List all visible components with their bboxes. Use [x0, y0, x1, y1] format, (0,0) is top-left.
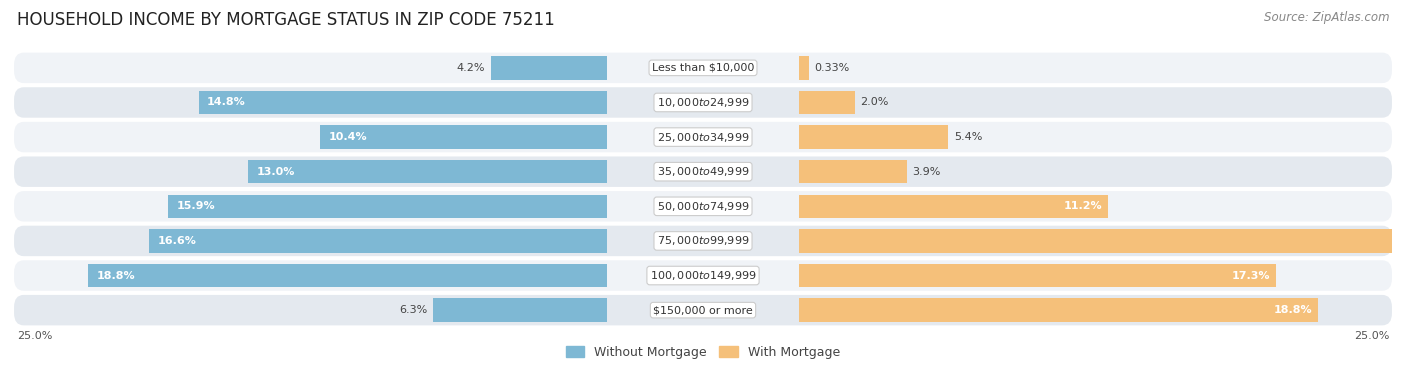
Text: HOUSEHOLD INCOME BY MORTGAGE STATUS IN ZIP CODE 75211: HOUSEHOLD INCOME BY MORTGAGE STATUS IN Z… [17, 11, 554, 29]
Text: 25.0%: 25.0% [1354, 331, 1389, 341]
FancyBboxPatch shape [14, 122, 1392, 152]
Bar [800, 264, 1277, 287]
Text: $25,000 to $34,999: $25,000 to $34,999 [657, 130, 749, 144]
Bar [800, 195, 1108, 218]
Text: 6.3%: 6.3% [399, 305, 427, 315]
Legend: Without Mortgage, With Mortgage: Without Mortgage, With Mortgage [561, 341, 845, 364]
FancyBboxPatch shape [14, 226, 1392, 256]
Text: 25.0%: 25.0% [17, 331, 52, 341]
Text: Source: ZipAtlas.com: Source: ZipAtlas.com [1264, 11, 1389, 24]
Text: 18.8%: 18.8% [97, 271, 135, 280]
FancyBboxPatch shape [14, 260, 1392, 291]
Text: 17.3%: 17.3% [1232, 271, 1271, 280]
FancyBboxPatch shape [14, 156, 1392, 187]
Bar [149, 229, 606, 253]
Text: $50,000 to $74,999: $50,000 to $74,999 [657, 200, 749, 213]
Text: $75,000 to $99,999: $75,000 to $99,999 [657, 234, 749, 248]
FancyBboxPatch shape [14, 87, 1392, 118]
Text: Less than $10,000: Less than $10,000 [652, 63, 754, 73]
Text: 16.6%: 16.6% [157, 236, 197, 246]
Bar [321, 125, 606, 149]
FancyBboxPatch shape [14, 53, 1392, 83]
Bar [800, 56, 808, 80]
Text: 2.0%: 2.0% [860, 98, 889, 107]
Bar [800, 91, 855, 114]
Text: $150,000 or more: $150,000 or more [654, 305, 752, 315]
Text: 4.2%: 4.2% [457, 63, 485, 73]
Text: 0.33%: 0.33% [814, 63, 849, 73]
Text: 15.9%: 15.9% [177, 201, 215, 211]
Bar [800, 229, 1406, 253]
Text: 10.4%: 10.4% [328, 132, 367, 142]
Text: 5.4%: 5.4% [953, 132, 983, 142]
Text: 13.0%: 13.0% [256, 167, 295, 177]
Bar [169, 195, 606, 218]
Text: 11.2%: 11.2% [1064, 201, 1102, 211]
Text: $10,000 to $24,999: $10,000 to $24,999 [657, 96, 749, 109]
Bar [198, 91, 606, 114]
FancyBboxPatch shape [14, 191, 1392, 222]
Text: 3.9%: 3.9% [912, 167, 941, 177]
Bar [800, 298, 1317, 322]
Text: 14.8%: 14.8% [207, 98, 246, 107]
Bar [800, 160, 907, 183]
Bar [800, 125, 948, 149]
FancyBboxPatch shape [14, 295, 1392, 325]
Text: $100,000 to $149,999: $100,000 to $149,999 [650, 269, 756, 282]
Text: $35,000 to $49,999: $35,000 to $49,999 [657, 165, 749, 178]
Bar [433, 298, 606, 322]
Bar [491, 56, 606, 80]
Bar [89, 264, 606, 287]
Text: 18.8%: 18.8% [1274, 305, 1312, 315]
Bar [249, 160, 606, 183]
